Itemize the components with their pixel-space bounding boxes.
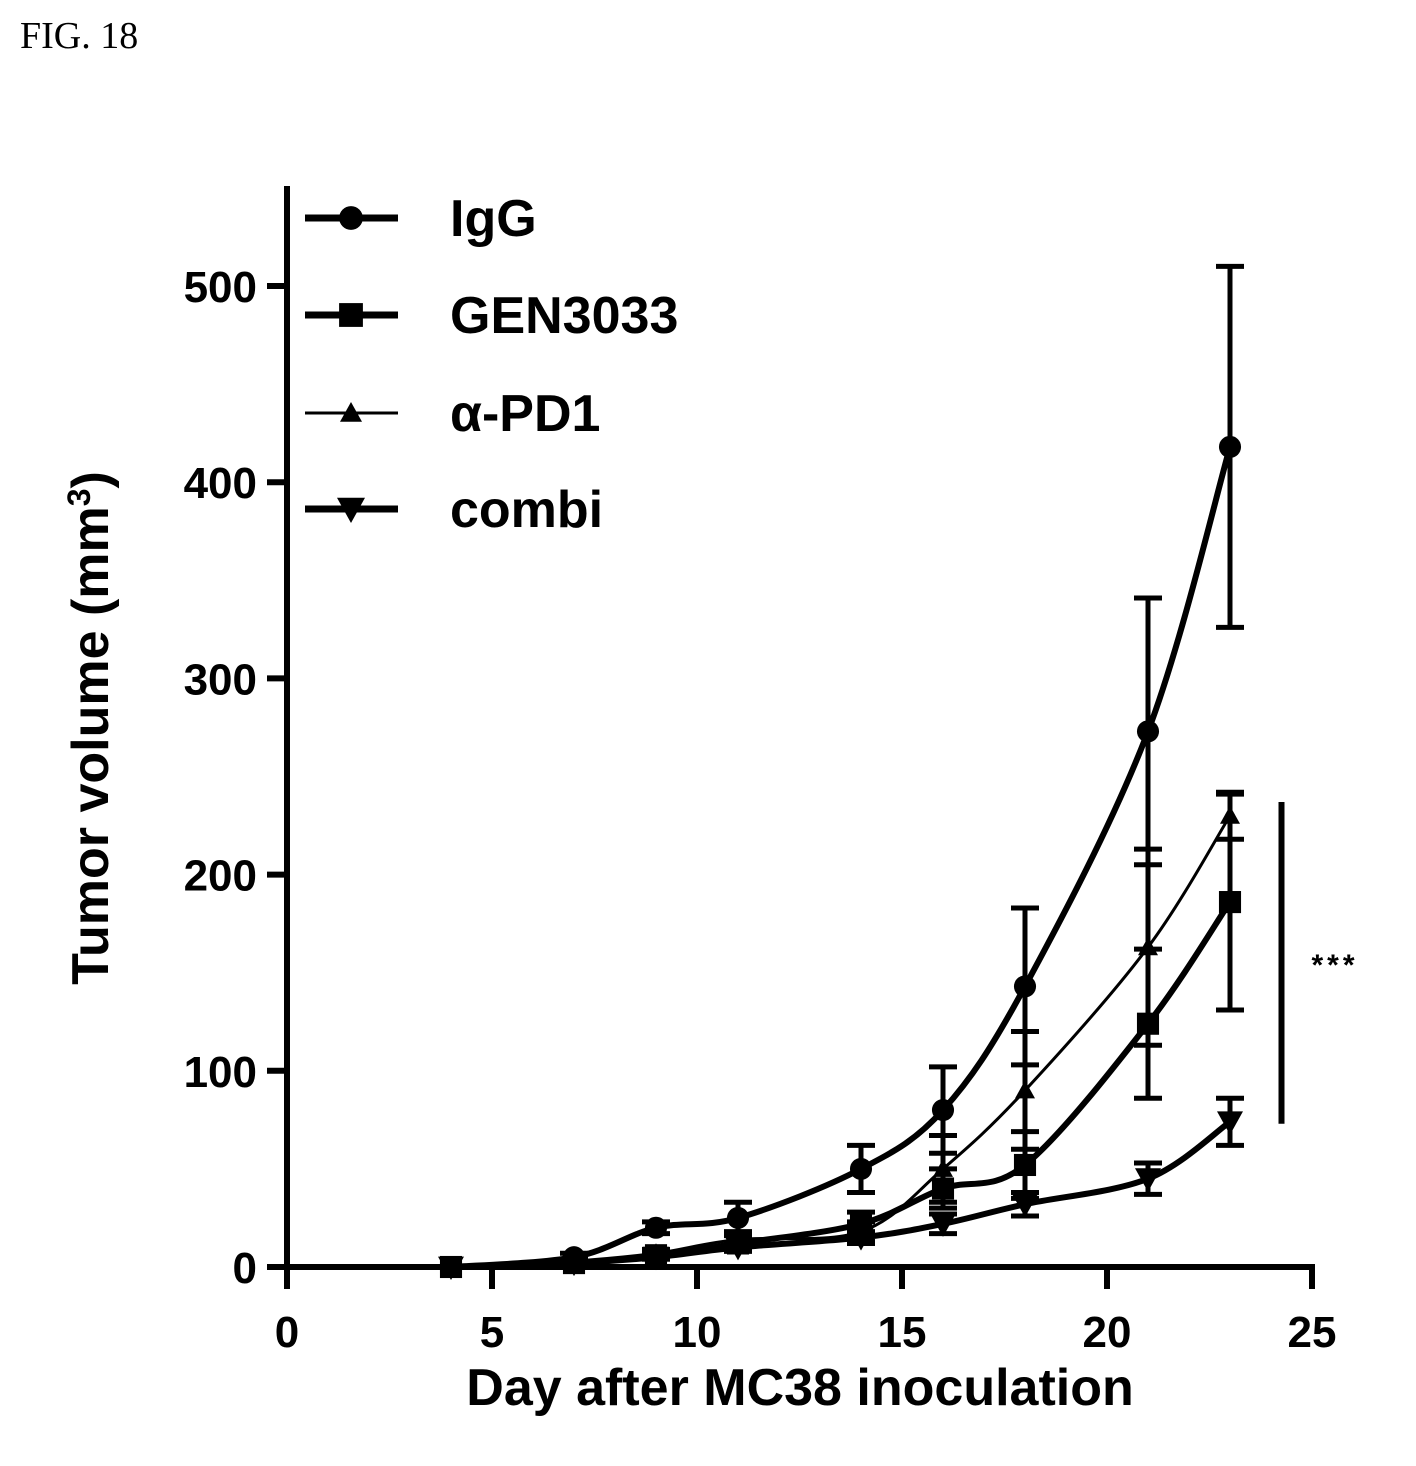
x-tick-label: 5 [480, 1308, 504, 1357]
series-line [450, 814, 1232, 1269]
y-tick-label: 500 [184, 263, 257, 312]
significance-label: *** [1312, 949, 1359, 982]
x-tick-label: 25 [1288, 1308, 1337, 1357]
data-point [849, 1157, 873, 1180]
y-axis-label: Tumor volume (mm3) [61, 471, 120, 985]
x-tick-label: 0 [275, 1308, 299, 1357]
significance-annotation: *** [1278, 802, 1359, 1124]
data-point [1013, 975, 1037, 998]
data-point [1217, 1111, 1243, 1135]
x-axis-label: Day after MC38 inoculation [466, 1359, 1133, 1417]
legend-label: IgG [450, 190, 537, 248]
data-point [438, 1256, 464, 1280]
data-point [848, 1227, 874, 1251]
y-tick-label: 400 [184, 459, 257, 508]
data-point [725, 1236, 751, 1261]
series-line [450, 900, 1233, 1270]
legend-marker [339, 303, 363, 327]
legend-marker [337, 497, 365, 523]
data-point [726, 1206, 750, 1229]
data-point [1012, 1193, 1038, 1218]
data-point [930, 1213, 956, 1237]
legend-marker [340, 402, 362, 422]
data-point [1015, 1080, 1035, 1099]
x-tick-label: 15 [878, 1308, 927, 1357]
data-point [1220, 805, 1240, 824]
data-point [561, 1252, 587, 1277]
data-point [1135, 1168, 1161, 1192]
data-point [1218, 435, 1242, 458]
legend-label: α-PD1 [450, 385, 600, 443]
data-point [931, 1098, 955, 1122]
y-tick-label: 0 [233, 1244, 257, 1293]
legend-label: combi [450, 481, 603, 539]
x-tick-label: 20 [1083, 1308, 1132, 1357]
data-point [644, 1216, 668, 1239]
data-point [1218, 891, 1242, 914]
data-point [933, 1158, 953, 1177]
legend-label: GEN3033 [450, 287, 678, 345]
y-axis-ticks: 0 100 200 300 400 500 [184, 263, 287, 1293]
y-tick-label: 100 [184, 1048, 257, 1097]
data-point [1013, 1153, 1037, 1177]
series-line [450, 446, 1233, 1270]
data-point [1138, 937, 1158, 956]
figure-label: FIG. 18 [20, 15, 139, 57]
y-tick-label: 200 [184, 852, 257, 901]
legend: IgG GEN3033 α-PD1 combi [305, 190, 678, 539]
data-point [643, 1246, 669, 1271]
legend-marker [339, 206, 363, 230]
x-tick-label: 10 [673, 1308, 722, 1357]
axes [284, 186, 1315, 1270]
y-tick-label: 300 [184, 655, 257, 704]
series-2 [441, 789, 1244, 1275]
x-axis-ticks: 0 5 10 15 20 25 [275, 1267, 1337, 1357]
data-point [1136, 720, 1160, 743]
series-layer [438, 263, 1244, 1280]
series-line [450, 1119, 1232, 1270]
series-1 [439, 791, 1244, 1279]
series-3 [438, 1095, 1244, 1280]
